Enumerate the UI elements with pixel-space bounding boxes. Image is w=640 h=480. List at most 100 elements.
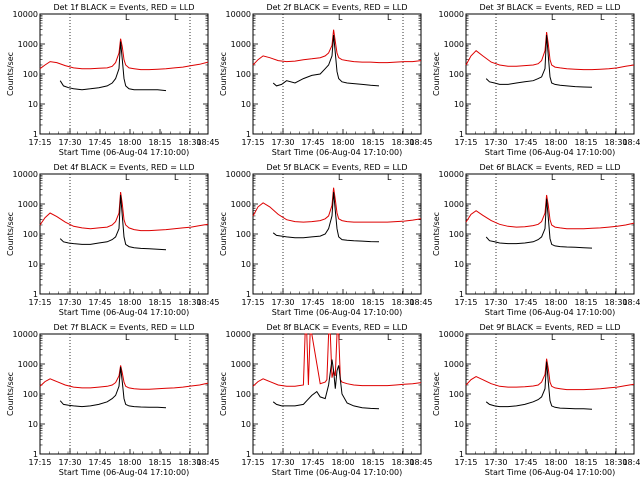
x-axis-label: Start Time (06-Aug-04 17:10:00)	[485, 148, 616, 157]
x-tick-label: 17:30	[271, 458, 294, 467]
x-axis-label: Start Time (06-Aug-04 17:10:00)	[272, 468, 403, 477]
series-line-events	[272, 192, 380, 243]
x-tick-label: 18:30	[178, 138, 201, 147]
x-tick-label: 18:00	[544, 298, 567, 307]
x-tick-label: 18:45	[409, 298, 432, 307]
corner-mark: L	[125, 333, 130, 342]
x-tick-label: 17:30	[271, 298, 294, 307]
series-line-events	[59, 41, 167, 92]
corner-mark: L	[338, 333, 343, 342]
y-tick-label: 10000	[226, 330, 251, 339]
corner-mark: L	[387, 173, 392, 182]
corner-mark: L	[551, 13, 556, 22]
x-tick-label: 17:45	[88, 458, 111, 467]
y-tick-label: 10	[28, 100, 38, 109]
x-tick-label: 17:45	[514, 138, 537, 147]
corner-mark: L	[551, 333, 556, 342]
x-tick-label: 18:45	[196, 138, 219, 147]
x-tick-label: 18:00	[544, 458, 567, 467]
x-tick-label: 18:15	[148, 298, 171, 307]
y-tick-label: 1	[246, 450, 251, 459]
y-tick-label: 10000	[226, 170, 251, 179]
x-tick-label: 18:30	[604, 458, 627, 467]
y-axis-label: Counts/sec	[6, 212, 15, 256]
x-tick-label: 17:30	[484, 138, 507, 147]
x-axis-label: Start Time (06-Aug-04 17:10:00)	[485, 468, 616, 477]
x-axis-label: Start Time (06-Aug-04 17:10:00)	[59, 468, 190, 477]
x-tick-label: 18:45	[409, 458, 432, 467]
y-axis-label: Counts/sec	[6, 52, 15, 96]
y-axis-label: Counts/sec	[219, 372, 228, 416]
x-tick-label: 18:15	[148, 138, 171, 147]
x-tick-label: 18:30	[604, 138, 627, 147]
y-tick-label: 10	[241, 260, 251, 269]
x-tick-label: 17:30	[58, 298, 81, 307]
y-tick-label: 1	[459, 130, 464, 139]
x-tick-label: 18:00	[544, 138, 567, 147]
x-tick-label: 17:30	[271, 138, 294, 147]
y-tick-label: 10000	[226, 10, 251, 19]
x-tick-label: 17:15	[241, 298, 264, 307]
y-tick-label: 10	[241, 420, 251, 429]
x-tick-label: 18:45	[409, 138, 432, 147]
y-tick-label: 1	[459, 290, 464, 299]
x-tick-label: 17:45	[514, 298, 537, 307]
x-tick-label: 18:30	[178, 458, 201, 467]
x-tick-label: 18:45	[622, 458, 640, 467]
corner-mark: L	[600, 333, 605, 342]
y-axis-label: Counts/sec	[432, 372, 441, 416]
x-tick-label: 18:15	[574, 298, 597, 307]
y-tick-label: 10000	[13, 330, 38, 339]
series-line-events	[272, 34, 380, 87]
corner-mark: L	[387, 13, 392, 22]
y-tick-label: 1000	[18, 40, 38, 49]
x-tick-label: 18:00	[118, 298, 141, 307]
x-tick-label: 18:00	[331, 138, 354, 147]
plot-frame	[465, 333, 635, 455]
y-tick-label: 1	[246, 290, 251, 299]
y-axis-label: Counts/sec	[219, 52, 228, 96]
x-axis-label: Start Time (06-Aug-04 17:10:00)	[272, 308, 403, 317]
y-tick-label: 100	[236, 70, 251, 79]
y-tick-label: 1000	[18, 360, 38, 369]
y-tick-label: 1	[33, 130, 38, 139]
y-tick-label: 1000	[231, 360, 251, 369]
y-tick-label: 100	[23, 390, 38, 399]
y-tick-label: 100	[449, 390, 464, 399]
corner-mark: L	[600, 173, 605, 182]
series-line-events	[485, 34, 593, 88]
corner-mark: L	[174, 173, 179, 182]
x-tick-label: 17:15	[241, 458, 264, 467]
x-tick-label: 17:15	[454, 298, 477, 307]
x-tick-label: 17:45	[514, 458, 537, 467]
y-axis-label: Counts/sec	[432, 212, 441, 256]
y-tick-label: 1	[246, 130, 251, 139]
x-tick-label: 17:15	[28, 298, 51, 307]
y-tick-label: 10	[454, 100, 464, 109]
y-tick-label: 10000	[439, 10, 464, 19]
x-tick-label: 18:15	[361, 138, 384, 147]
corner-mark: L	[387, 333, 392, 342]
y-tick-label: 10	[454, 260, 464, 269]
y-tick-label: 1000	[231, 40, 251, 49]
x-tick-label: 18:15	[574, 138, 597, 147]
x-tick-label: 17:15	[454, 458, 477, 467]
x-tick-label: 17:45	[301, 458, 324, 467]
x-axis-label: Start Time (06-Aug-04 17:10:00)	[59, 148, 190, 157]
y-tick-label: 1	[33, 290, 38, 299]
y-tick-label: 10000	[439, 330, 464, 339]
y-axis-label: Counts/sec	[219, 212, 228, 256]
x-tick-label: 17:30	[58, 138, 81, 147]
x-tick-label: 17:45	[88, 138, 111, 147]
series-line-events	[272, 359, 380, 410]
x-tick-label: 18:00	[118, 138, 141, 147]
series-line-lld	[465, 194, 635, 230]
corner-mark: L	[174, 333, 179, 342]
x-tick-label: 18:45	[622, 298, 640, 307]
